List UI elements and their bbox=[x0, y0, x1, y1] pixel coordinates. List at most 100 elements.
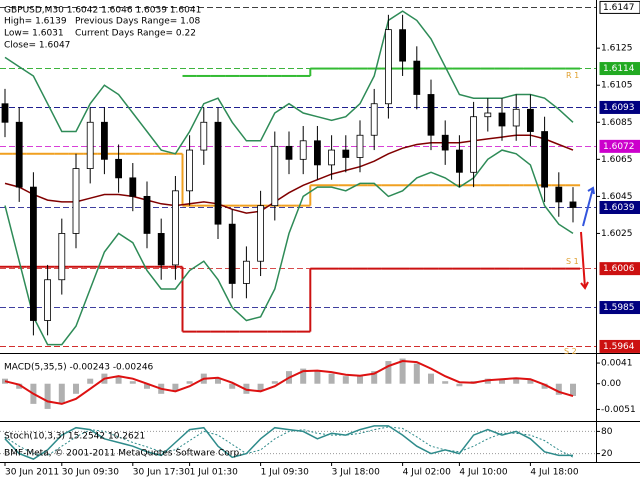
candle-body bbox=[58, 233, 66, 281]
stoch-main bbox=[4, 425, 573, 460]
level-box bbox=[599, 100, 640, 114]
y-tick-label: 1.6105 bbox=[601, 81, 633, 91]
level-value: 1.6093 bbox=[603, 103, 635, 113]
level-tag: R 1 bbox=[566, 71, 579, 80]
y-tick-label: 80 bbox=[601, 427, 613, 437]
candle-body bbox=[44, 279, 51, 321]
y-tick-label: 20 bbox=[601, 449, 613, 459]
stoch-label: Stoch(10,3,3) 15.2542 10.2621 bbox=[4, 432, 145, 442]
candle-body bbox=[29, 186, 37, 321]
macd-bar bbox=[555, 383, 562, 395]
candle-body bbox=[555, 186, 563, 203]
footer: BMF-Meta, © 2001-2011 MetaQuotes Softwar… bbox=[4, 449, 242, 459]
y-tick-label: 0.0041 bbox=[601, 359, 633, 369]
candle-body bbox=[342, 149, 350, 158]
candle-body bbox=[427, 94, 435, 136]
candle-body bbox=[370, 103, 378, 136]
candle-body bbox=[1, 103, 9, 123]
level-box bbox=[599, 200, 640, 214]
macd-bar bbox=[357, 376, 363, 384]
macd-bar bbox=[399, 358, 406, 384]
macd-bar bbox=[413, 363, 420, 384]
macd-bar bbox=[229, 383, 236, 389]
candle-body bbox=[299, 140, 307, 160]
macd-label: MACD(5,35,5) -0.00243 -0.00246 bbox=[4, 363, 154, 373]
macd-bar bbox=[257, 383, 264, 392]
candle-body bbox=[214, 121, 222, 225]
y-tick-label: 1.6025 bbox=[601, 229, 633, 239]
macd-bar bbox=[215, 378, 221, 384]
candle-body bbox=[15, 121, 23, 188]
candle-body bbox=[157, 233, 165, 266]
macd-bar bbox=[129, 381, 136, 384]
macd-bar bbox=[570, 383, 576, 396]
level-value: 1.6147 bbox=[603, 3, 635, 13]
indicator-line bbox=[4, 134, 574, 214]
candle-body bbox=[313, 140, 321, 166]
macd-bar bbox=[44, 383, 51, 409]
y-tick-label: 1.6045 bbox=[601, 192, 633, 202]
candles bbox=[1, 14, 577, 336]
candle-body bbox=[271, 145, 279, 207]
curr-range-text: Current Days Range= 0.22 bbox=[75, 29, 196, 39]
macd-bar bbox=[527, 379, 534, 384]
candle-body bbox=[512, 108, 520, 127]
low-text: Low= 1.6031 bbox=[4, 29, 64, 39]
x-tick-label: 1 Jul 01:30 bbox=[190, 468, 239, 478]
prev-range-text: Previous Days Range= 1.08 bbox=[75, 17, 200, 27]
level-value: 1.6114 bbox=[603, 64, 635, 74]
macd-bar bbox=[172, 383, 179, 392]
candle-body bbox=[101, 121, 108, 160]
macd-bar bbox=[499, 378, 505, 384]
macd-bar bbox=[428, 373, 434, 384]
macd-bar bbox=[300, 368, 307, 384]
symbol-line: GBPUSD,M30 1.6042 1.6046 1.6039 1.6041 bbox=[4, 6, 201, 16]
level-tag: S 1 bbox=[566, 257, 579, 266]
candle-body bbox=[200, 121, 208, 151]
level-value: 1.6006 bbox=[603, 264, 635, 274]
level-tag: S 2 bbox=[564, 347, 577, 356]
macd-signal bbox=[4, 359, 574, 405]
level-box bbox=[599, 339, 640, 353]
macd-bar bbox=[342, 376, 349, 384]
macd-bar bbox=[314, 371, 321, 384]
level-box bbox=[599, 0, 640, 14]
macd-bar bbox=[58, 383, 65, 404]
level-box bbox=[599, 301, 640, 315]
y-tick-label: 0.00 bbox=[601, 379, 621, 389]
x-tick-label: 30 Jun 17:30 bbox=[133, 468, 190, 478]
candle-body bbox=[413, 60, 421, 95]
candle-body bbox=[328, 149, 336, 166]
candle-body bbox=[356, 134, 364, 158]
candle-body bbox=[129, 177, 137, 197]
level-box bbox=[599, 262, 640, 276]
close-text: Close= 1.6047 bbox=[4, 41, 70, 51]
candle-body bbox=[115, 158, 122, 179]
macd-bar bbox=[144, 383, 150, 389]
candle-body bbox=[527, 108, 534, 132]
down-arrow bbox=[580, 231, 589, 290]
level-box bbox=[599, 139, 640, 153]
candle-body bbox=[257, 205, 265, 262]
x-tick-label: 30 Jun 09:30 bbox=[62, 468, 119, 478]
level-value: 1.6039 bbox=[603, 203, 635, 213]
level-value: 1.5964 bbox=[603, 342, 635, 352]
level-value: 1.6072 bbox=[603, 142, 635, 152]
candle-body bbox=[455, 149, 463, 173]
macd-bar bbox=[456, 383, 463, 387]
candle-body bbox=[441, 134, 449, 151]
macd-bar bbox=[73, 383, 79, 394]
macd-bar bbox=[271, 381, 278, 384]
candle-body bbox=[285, 145, 293, 160]
candle-body bbox=[498, 112, 506, 127]
y-tick-label: 1.6065 bbox=[601, 155, 633, 165]
candle-body bbox=[186, 149, 194, 192]
y-tick-label: 1.6085 bbox=[601, 118, 633, 128]
candle-body bbox=[86, 121, 94, 169]
macd-bar bbox=[541, 383, 548, 389]
y-tick-label: 1.6125 bbox=[601, 44, 633, 54]
x-tick-label: 30 Jun 2011 bbox=[5, 468, 59, 478]
indicator-line bbox=[4, 10, 574, 155]
candle-body bbox=[384, 29, 392, 105]
stoch-signal bbox=[4, 426, 574, 458]
